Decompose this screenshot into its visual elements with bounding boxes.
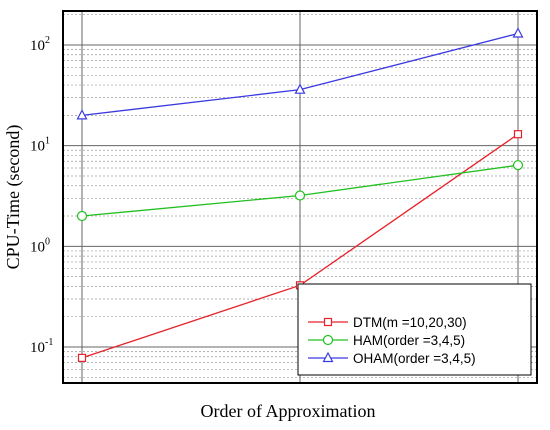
legend-marker bbox=[322, 351, 334, 363]
data-point bbox=[512, 27, 524, 38]
legend-box bbox=[297, 283, 532, 376]
data-point bbox=[76, 210, 88, 222]
legend-marker bbox=[322, 334, 334, 346]
data-point bbox=[294, 190, 306, 201]
legend-item: DTM(m =10,20,30) bbox=[308, 315, 467, 330]
series-2 bbox=[76, 27, 524, 120]
y-tick-label: 102 bbox=[30, 35, 50, 54]
y-tick-label: 100 bbox=[30, 236, 50, 255]
legend-marker bbox=[323, 317, 333, 327]
legend-item: OHAM(order =3,4,5) bbox=[308, 351, 476, 366]
y-tick-labels: 10-1 100 101 102 bbox=[30, 35, 53, 356]
legend-item: HAM(order =3,4,5) bbox=[308, 333, 465, 348]
y-axis-label: CPU-Time (second) bbox=[3, 125, 24, 270]
legend: DTM(m =10,20,30) HAM(order =3,4,5) OHAM(or… bbox=[297, 283, 532, 376]
legend-label: OHAM(order =3,4,5) bbox=[353, 351, 476, 366]
legend-label: DTM(m =10,20,30) bbox=[353, 315, 467, 330]
y-tick-label: 10-1 bbox=[30, 337, 53, 356]
data-point bbox=[512, 160, 524, 171]
plot-frame bbox=[62, 10, 538, 384]
y-tick-label: 101 bbox=[30, 136, 50, 155]
series-1 bbox=[76, 160, 524, 222]
data-point bbox=[513, 130, 523, 139]
data-point bbox=[76, 109, 88, 120]
x-axis-label: Order of Approximation bbox=[201, 401, 376, 421]
data-point bbox=[294, 83, 306, 94]
legend-label: HAM(order =3,4,5) bbox=[353, 333, 465, 348]
data-point bbox=[77, 353, 87, 362]
